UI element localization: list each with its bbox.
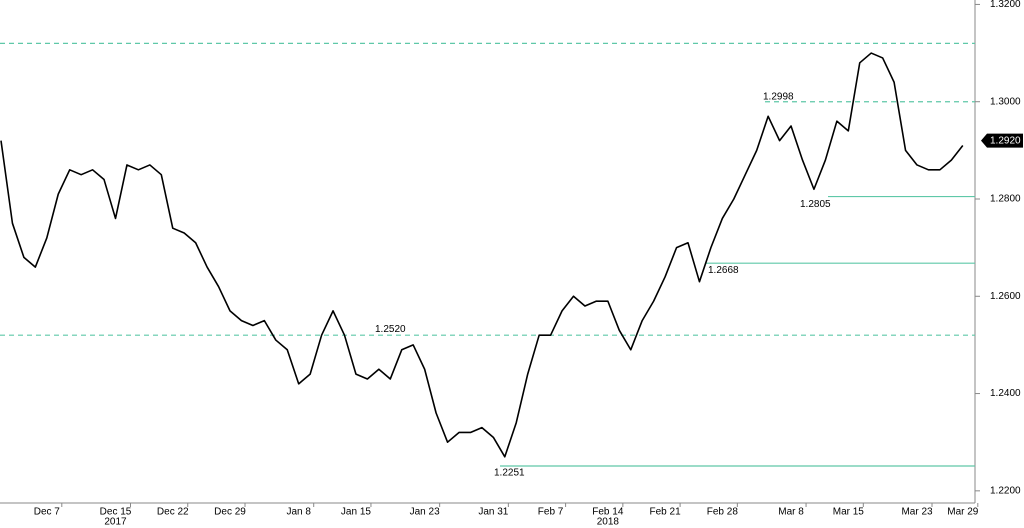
x-tick-label: Feb 21 (650, 507, 682, 518)
x-year-label: 2017 (104, 517, 127, 528)
x-tick-label: Jan 15 (341, 507, 371, 518)
price-line (0, 52, 964, 458)
last-value-label: 1.2920 (990, 135, 1021, 146)
x-tick-label: Jan 8 (286, 507, 311, 518)
ref-label: 1.2805 (800, 199, 831, 210)
last-value-tag (981, 133, 1023, 148)
y-tick-label: 1.2600 (990, 291, 1021, 302)
ref-label: 1.2251 (494, 468, 525, 479)
ref-label: 1.2520 (375, 324, 406, 335)
x-tick-label: Dec 7 (34, 507, 61, 518)
x-tick-label: Jan 23 (410, 507, 440, 518)
x-year-label: 2018 (597, 517, 620, 528)
y-tick-label: 1.3200 (990, 0, 1021, 10)
x-tick-label: Mar 8 (778, 507, 804, 518)
x-tick-label: Feb 7 (538, 507, 564, 518)
x-tick-label: Dec 29 (214, 507, 246, 518)
y-tick-label: 1.2200 (990, 485, 1021, 496)
x-tick-label: Mar 15 (833, 507, 865, 518)
annotation-label: 1.2998 (763, 91, 794, 102)
x-tick-label: Feb 28 (707, 507, 739, 518)
x-tick-label: Feb 14 (592, 507, 624, 518)
x-tick-label: Mar 23 (901, 507, 933, 518)
ref-label: 1.2668 (708, 265, 739, 276)
y-tick-label: 1.2800 (990, 194, 1021, 205)
y-tick-label: 1.3000 (990, 96, 1021, 107)
x-tick-label: Mar 29 (947, 507, 979, 518)
x-tick-label: Jan 31 (478, 507, 508, 518)
x-tick-label: Dec 22 (157, 507, 189, 518)
x-tick-label: Dec 15 (100, 507, 132, 518)
y-tick-label: 1.2400 (990, 388, 1021, 399)
